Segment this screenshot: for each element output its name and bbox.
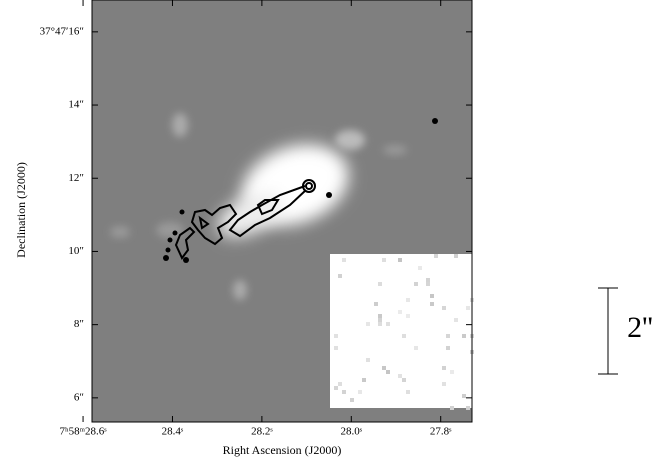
inset-pixel [434,254,438,258]
inset-pixel [414,282,418,286]
y-tick-label: 10″ [68,245,84,257]
inset-pixel [334,386,338,390]
inset-pixel [426,282,430,286]
inset-pixel [426,278,430,282]
inset-pixel [402,334,406,338]
y-tick-label: 6″ [74,391,84,403]
figure: 7ʰ58ᵐ28.6ˢ 28.4ˢ 28.2ˢ 28.0ˢ 27.8ˢ 37°47′16″ 1… [0,0,664,464]
inset-pixel [342,258,346,262]
inset-pixel [374,302,378,306]
inset-pixel [450,406,454,410]
inset-pixel [378,318,382,322]
inset-pixel [442,366,446,370]
inset-pixel [378,322,382,326]
inset-pixel [442,306,446,310]
inset-pixel [362,378,366,382]
inset-pixel [338,274,342,278]
inset-pixel [450,370,454,374]
inset-pixel [378,314,382,318]
inset-pixel [466,406,470,410]
x-tick-label: 27.8ˢ [430,426,452,438]
inset-pixel [334,346,338,350]
inset-pixel [446,346,450,350]
inset-pixel [382,258,386,262]
scale-bar [598,288,618,374]
y-tick-label: 8″ [74,318,84,330]
inset-pixel [466,306,470,310]
inset-pixel [406,390,410,394]
inset-pixel [446,334,450,338]
inset-pixel [462,334,466,338]
x-tick-label: 7ʰ58ᵐ28.6ˢ [60,426,108,438]
y-tick-label: 37°47′16″ [40,25,84,37]
inset-pixel [454,318,458,322]
scale-bar-label: 2'' [627,311,653,344]
inset-pixel [398,374,402,378]
inset-pixel [462,394,466,398]
y-axis-label: Declination (J2000) [14,162,28,258]
inset-pixel [430,294,434,298]
x-axis-label: Right Ascension (J2000) [223,443,342,457]
inset-pixel [334,334,338,338]
inset-pixel [398,310,402,314]
inset-pixel [358,390,362,394]
inset-pixel [454,254,458,258]
inset-pixel [418,266,422,270]
inset-pixel [342,390,346,394]
inset-pixel [406,314,410,318]
inset-pixel [414,346,418,350]
x-tick-label: 28.2ˢ [251,426,273,438]
x-tick-label: 28.0ˢ [340,426,362,438]
inset-image [330,254,474,410]
x-tick-label: 28.4ˢ [162,426,184,438]
y-tick-label: 12″ [68,172,84,184]
inset-pixel [398,258,402,262]
inset-pixel [350,398,354,402]
inset-pixel [386,370,390,374]
inset-pixel [402,378,406,382]
inset-pixel [430,302,434,306]
inset-pixel [386,322,390,326]
y-tick-label: 14″ [68,99,84,111]
inset-pixel [366,358,370,362]
inset-pixel [338,382,342,386]
inset-pixel [366,322,370,326]
inset-pixel [406,298,410,302]
inset-pixel [382,366,386,370]
inset-pixel [378,282,382,286]
inset-pixel [442,382,446,386]
